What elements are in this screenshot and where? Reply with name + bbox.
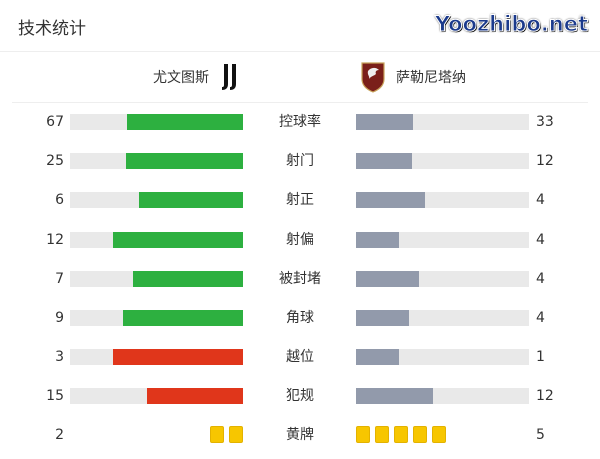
home-bar-track (70, 192, 243, 209)
away-bar-track (356, 349, 529, 366)
away-value: 4 (536, 231, 545, 248)
home-bar-track (70, 349, 243, 366)
away-bar (356, 349, 400, 366)
stat-row: 67 控球率 33 (0, 113, 600, 131)
away-bar (356, 114, 414, 130)
home-bar-track (70, 114, 243, 130)
home-team: 尤文图斯 (153, 62, 243, 92)
away-bar (356, 270, 419, 287)
stat-label: 犯规 (286, 388, 314, 405)
stat-row: 3 越位 1 (0, 348, 600, 366)
home-bar-track (70, 270, 243, 287)
salernitana-logo-icon (361, 62, 385, 93)
stat-row-yellow-cards: 2 黄牌 5 (0, 426, 600, 444)
away-value: 5 (536, 427, 545, 443)
home-bar-track (70, 231, 243, 248)
away-value: 1 (536, 349, 545, 366)
away-team: 萨勒尼塔纳 (360, 62, 466, 93)
away-bar-track (356, 388, 529, 405)
home-value: 7 (55, 270, 64, 287)
away-bar-track (356, 310, 529, 326)
home-value: 6 (55, 192, 64, 209)
stat-row: 25 射门 12 (0, 152, 600, 170)
away-value: 4 (536, 270, 545, 287)
stat-row: 15 犯规 12 (0, 387, 600, 405)
home-value: 9 (55, 310, 64, 326)
away-value: 12 (536, 388, 554, 405)
yellow-card-icon (375, 426, 389, 443)
home-value: 25 (46, 153, 64, 170)
stat-label: 射门 (286, 153, 314, 170)
away-bar-track (356, 192, 529, 209)
stat-label: 被封堵 (279, 270, 321, 287)
away-value: 12 (536, 153, 554, 170)
stat-label: 射偏 (286, 231, 314, 248)
away-value: 4 (536, 192, 545, 209)
home-bar (126, 153, 243, 170)
divider (12, 102, 588, 103)
home-bar (127, 114, 243, 130)
home-bar-track (70, 153, 243, 170)
away-bar (356, 388, 433, 405)
home-bar-track (70, 310, 243, 326)
home-bar (123, 310, 243, 326)
stat-row: 9 角球 4 (0, 309, 600, 327)
watermark: Yoozhibo.net (434, 12, 588, 37)
home-cards (210, 426, 243, 443)
away-bar (356, 310, 410, 326)
away-team-name: 萨勒尼塔纳 (396, 70, 466, 86)
home-value: 2 (55, 427, 64, 443)
home-bar (113, 349, 243, 366)
away-bar-track (356, 153, 529, 170)
yellow-card-icon (413, 426, 427, 443)
away-bar-track (356, 231, 529, 248)
stat-label: 射正 (286, 192, 314, 209)
yellow-card-icon (356, 426, 370, 443)
home-bar (113, 231, 243, 248)
stat-row: 12 射偏 4 (0, 231, 600, 249)
home-value: 67 (46, 114, 64, 130)
stat-label: 角球 (286, 310, 314, 326)
stat-row: 6 射正 4 (0, 191, 600, 209)
away-bar-track (356, 270, 529, 287)
yellow-card-icon (432, 426, 446, 443)
stat-label: 控球率 (279, 114, 321, 130)
yellow-card-icon (210, 426, 224, 443)
home-bar-track (70, 388, 243, 405)
away-value: 33 (536, 114, 554, 130)
away-bar-track (356, 114, 529, 130)
juventus-logo-icon (222, 64, 236, 90)
home-value: 15 (46, 388, 64, 405)
divider (0, 51, 600, 52)
yellow-card-icon (229, 426, 243, 443)
home-bar (132, 270, 243, 287)
yellow-card-icon (394, 426, 408, 443)
stat-label: 越位 (286, 349, 314, 366)
stat-row: 7 被封堵 4 (0, 270, 600, 288)
page-title: 技术统计 (18, 19, 86, 39)
home-team-name: 尤文图斯 (153, 70, 209, 86)
home-value: 3 (55, 349, 64, 366)
home-bar (146, 388, 243, 405)
away-value: 4 (536, 310, 545, 326)
stat-label: 黄牌 (286, 427, 314, 443)
away-bar (356, 231, 400, 248)
away-cards (356, 426, 446, 443)
away-bar (356, 153, 413, 170)
away-bar (356, 192, 426, 209)
home-bar (139, 192, 243, 209)
home-value: 12 (46, 231, 64, 248)
